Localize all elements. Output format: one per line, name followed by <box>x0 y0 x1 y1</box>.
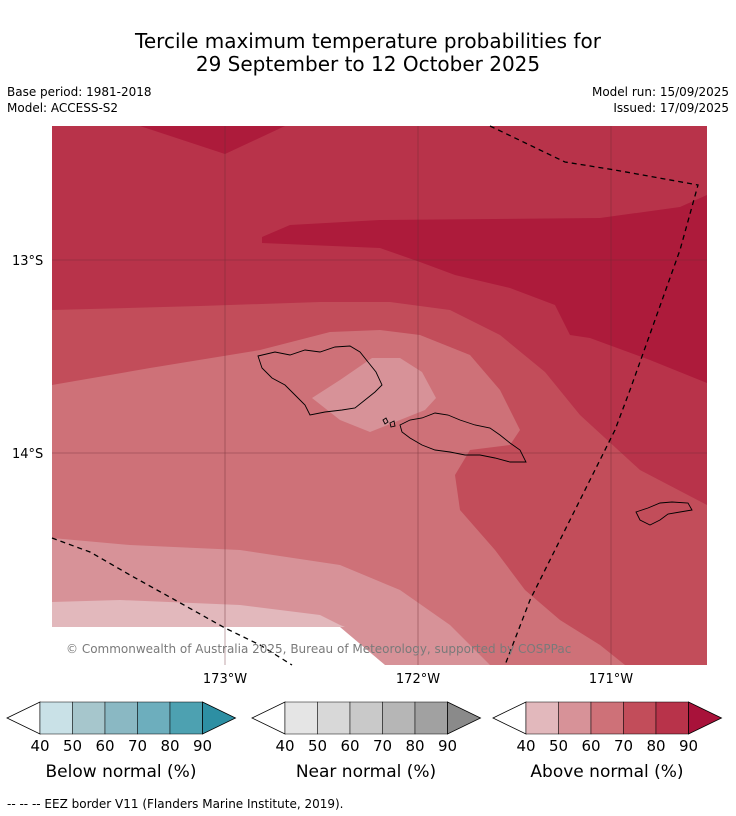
colorbar-below-segment <box>72 701 106 735</box>
colorbar-above-tick: 80 <box>646 737 665 755</box>
colorbar-above-segment <box>525 701 559 735</box>
colorbar-above-tick: 70 <box>614 737 633 755</box>
legend-title-above: Above normal (%) <box>530 762 684 782</box>
colorbar-above-segment <box>590 701 624 735</box>
meta-left: Base period: 1981-2018 Model: ACCESS-S2 <box>7 84 152 116</box>
colorbars: 40 50 60 70 80 90 40 50 60 70 80 90 40 50 60 70 80 90 <box>6 701 723 755</box>
colorbar-above-min-arrow <box>492 701 527 735</box>
manono-island <box>389 420 396 428</box>
eez-border-south <box>51 537 293 666</box>
colorbar-near-min-arrow <box>251 701 286 735</box>
lat-label-13s: 13°S <box>12 254 43 269</box>
colorbar-above-max-arrow <box>688 701 723 735</box>
title-line-1: Tercile maximum temperature probabilitie… <box>135 29 601 53</box>
graticule <box>52 126 707 665</box>
colorbar-below-segment <box>169 701 203 735</box>
lon-label-172w: 172°W <box>396 672 440 687</box>
colorbar-above-tick: 40 <box>516 737 535 755</box>
colorbar-above-segment <box>558 701 592 735</box>
colorbar-below-tick: 60 <box>95 737 114 755</box>
colorbar-above-segment <box>623 701 657 735</box>
title-line-2: 29 September to 12 October 2025 <box>195 52 541 76</box>
tutuila-island <box>635 501 693 526</box>
base-period: Base period: 1981-2018 <box>7 85 152 99</box>
lon-label-171w: 171°W <box>589 672 633 687</box>
legend-title-below: Below normal (%) <box>45 762 197 782</box>
colorbar-below-tick: 80 <box>160 737 179 755</box>
map-title: Tercile maximum temperature probabilitie… <box>0 30 736 76</box>
colorbar-near-segment <box>349 701 383 735</box>
colorbar-near-tick: 40 <box>275 737 294 755</box>
colorbar-near-tick: 70 <box>373 737 392 755</box>
colorbar-below: 40 50 60 70 80 90 <box>6 701 237 755</box>
lat-label-14s: 14°S <box>12 447 43 462</box>
colorbar-near-max-arrow <box>447 701 482 735</box>
colorbar-below-segment <box>39 701 73 735</box>
colorbar-near-segment <box>382 701 416 735</box>
colorbar-below-tick: 50 <box>63 737 82 755</box>
issued-date: Issued: 17/09/2025 <box>613 101 729 115</box>
model-run: Model run: 15/09/2025 <box>591 85 729 99</box>
upolu-island <box>399 412 527 463</box>
colorbar-near-tick: 50 <box>308 737 327 755</box>
colorbar-near-tick: 80 <box>405 737 424 755</box>
colorbar-below-tick: 40 <box>30 737 49 755</box>
eez-footnote: -- -- -- EEZ border V11 (Flanders Marine… <box>7 797 344 811</box>
colorbar-above-tick: 50 <box>549 737 568 755</box>
band-90-top <box>140 126 285 154</box>
colorbar-below-tick: 90 <box>193 737 212 755</box>
colorbar-above-segment <box>655 701 689 735</box>
colorbar-above: 40 50 60 70 80 90 <box>492 701 723 755</box>
eez-border-east <box>489 125 699 666</box>
band-90-right <box>262 195 707 383</box>
savaii-island <box>257 345 383 416</box>
band-none <box>52 627 385 665</box>
model-name: Model: ACCESS-S2 <box>7 101 119 115</box>
colorbar-near-tick: 90 <box>438 737 457 755</box>
colorbar-below-tick: 70 <box>128 737 147 755</box>
probability-fill <box>52 126 707 665</box>
colorbar-near-segment <box>414 701 448 735</box>
colorbar-near: 40 50 60 70 80 90 <box>251 701 482 755</box>
meta-right: Model run: 15/09/2025 Issued: 17/09/2025 <box>592 84 729 116</box>
colorbar-below-min-arrow <box>6 701 41 735</box>
eez-border <box>51 125 699 666</box>
colorbar-below-max-arrow <box>202 701 237 735</box>
colorbar-near-segment <box>284 701 318 735</box>
colorbar-near-segment <box>317 701 351 735</box>
colorbar-below-segment <box>104 701 138 735</box>
band-50-patch <box>312 358 436 432</box>
legend-title-near: Near normal (%) <box>295 762 437 782</box>
colorbar-above-tick: 60 <box>581 737 600 755</box>
lon-label-173w: 173°W <box>203 672 247 687</box>
copyright-notice: © Commonwealth of Australia 2025, Bureau… <box>66 642 571 656</box>
colorbar-near-tick: 60 <box>340 737 359 755</box>
colorbar-below-segment <box>137 701 171 735</box>
apolima-island <box>382 417 389 425</box>
colorbar-above-tick: 90 <box>679 737 698 755</box>
coastlines <box>257 345 693 526</box>
